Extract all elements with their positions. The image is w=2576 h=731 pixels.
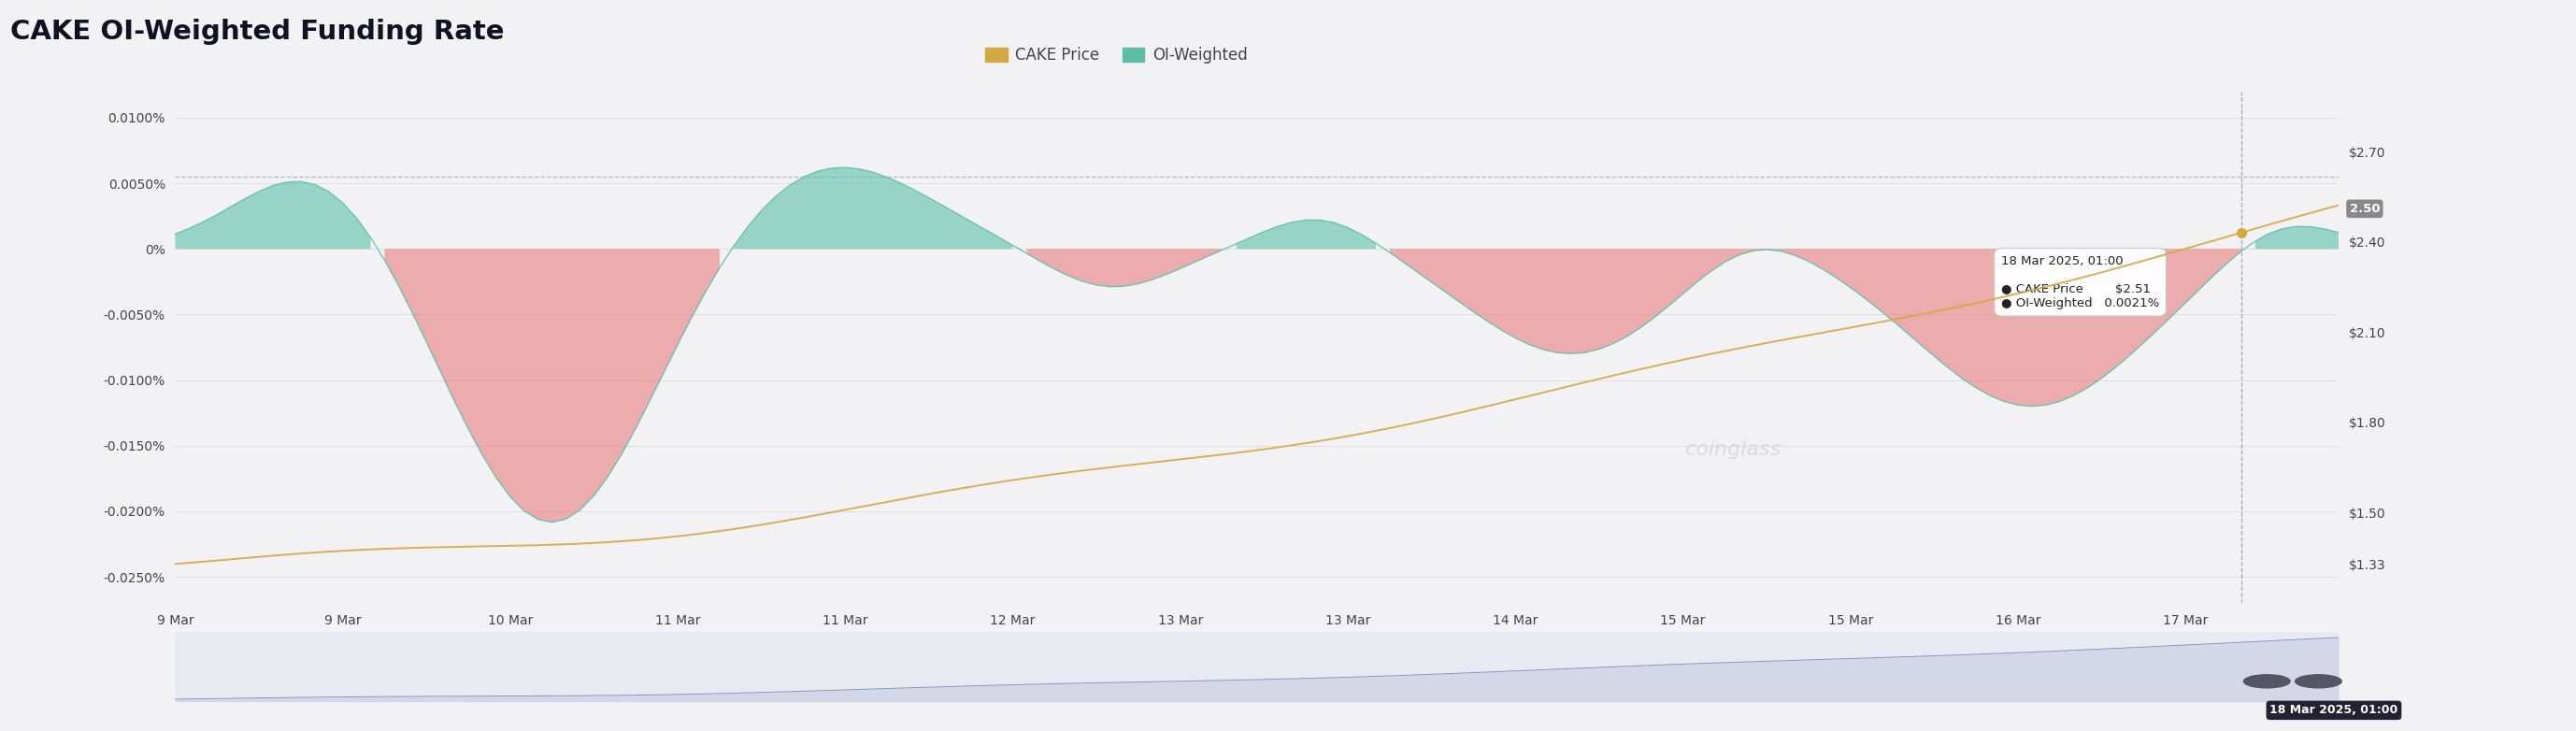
Text: 2.50: 2.50 <box>2349 202 2380 215</box>
Text: 18 Mar 2025, 01:00: 18 Mar 2025, 01:00 <box>2269 704 2398 716</box>
Text: CAKE OI-Weighted Funding Rate: CAKE OI-Weighted Funding Rate <box>10 18 505 45</box>
Legend: CAKE Price, OI-Weighted: CAKE Price, OI-Weighted <box>979 40 1255 69</box>
Text: coinglass: coinglass <box>1685 440 1783 459</box>
Text: 18 Mar 2025, 01:00

● CAKE Price        $2.51
● OI-Weighted   0.0021%: 18 Mar 2025, 01:00 ● CAKE Price $2.51 ● … <box>2002 255 2159 309</box>
